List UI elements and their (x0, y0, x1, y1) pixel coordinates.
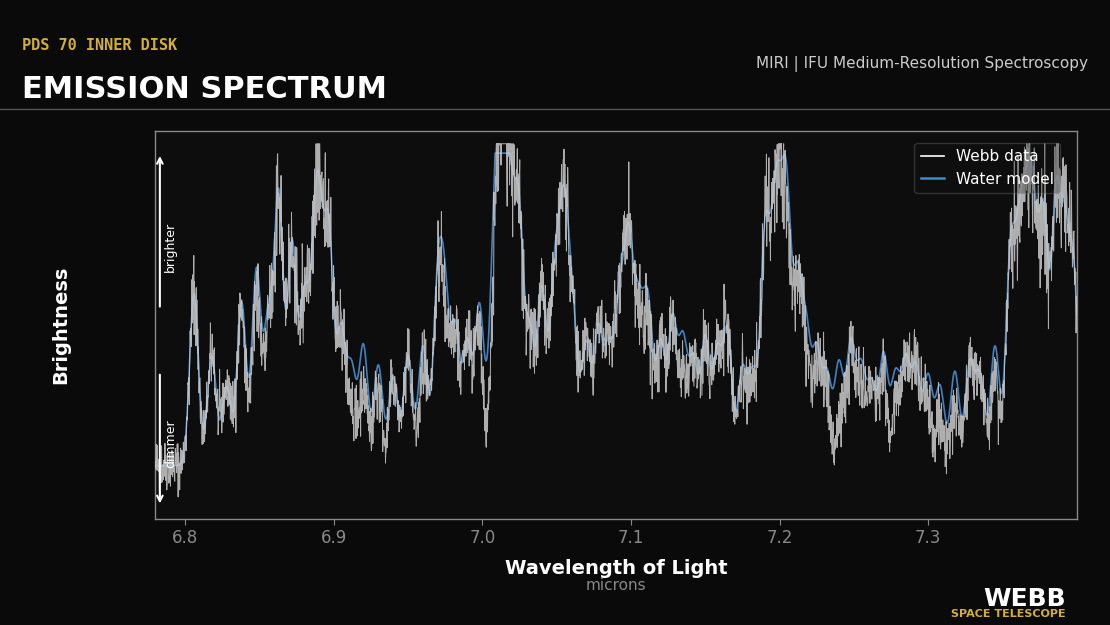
Legend: Webb data, Water model: Webb data, Water model (915, 142, 1060, 192)
Text: microns: microns (586, 578, 646, 593)
Text: PDS 70 INNER DISK: PDS 70 INNER DISK (22, 38, 178, 53)
Text: SPACE TELESCOPE: SPACE TELESCOPE (951, 609, 1066, 619)
Text: EMISSION SPECTRUM: EMISSION SPECTRUM (22, 75, 387, 104)
Text: Wavelength of Light: Wavelength of Light (505, 559, 727, 578)
Text: dimmer: dimmer (164, 419, 178, 468)
Text: WEBB: WEBB (983, 588, 1066, 611)
Text: brighter: brighter (164, 222, 178, 272)
Text: Brightness: Brightness (51, 266, 71, 384)
Text: MIRI | IFU Medium-Resolution Spectroscopy: MIRI | IFU Medium-Resolution Spectroscop… (756, 56, 1088, 72)
